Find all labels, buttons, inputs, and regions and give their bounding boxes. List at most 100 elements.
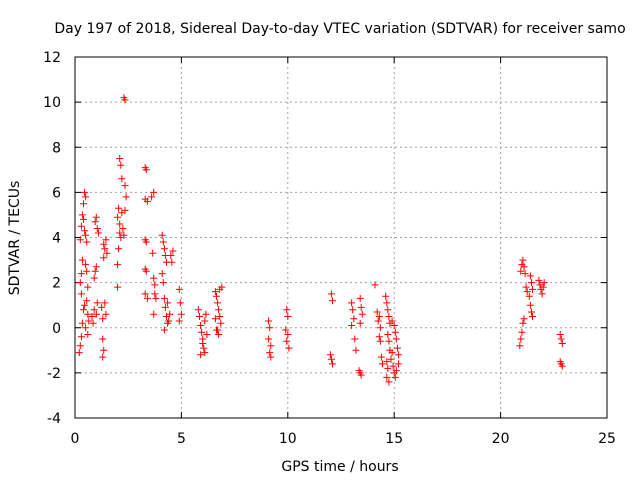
data-point (529, 313, 536, 320)
data-point (523, 288, 531, 296)
data-point (377, 353, 385, 361)
data-point (522, 283, 530, 291)
data-point (92, 263, 100, 271)
data-point (142, 267, 150, 275)
data-point (374, 317, 382, 325)
data-point (175, 285, 183, 293)
data-point (265, 317, 273, 325)
data-point (142, 238, 150, 246)
data-point (148, 193, 156, 201)
chart-title: Day 197 of 2018, Sidereal Day-to-day VTE… (54, 21, 625, 37)
data-point (284, 313, 292, 320)
data-point (103, 249, 111, 257)
data-point (94, 229, 102, 237)
data-point (395, 351, 402, 359)
data-point (100, 240, 108, 248)
x-tick-label: 25 (598, 431, 616, 447)
data-point (327, 355, 335, 363)
data-point (521, 270, 529, 278)
data-point (358, 310, 366, 318)
data-point (526, 272, 534, 280)
data-point (382, 292, 390, 300)
data-point (329, 360, 336, 368)
data-point (200, 344, 208, 352)
data-point (201, 349, 209, 357)
data-point (116, 220, 124, 228)
data-point (350, 315, 358, 323)
y-tick-label: 12 (43, 50, 61, 66)
data-point (165, 317, 173, 325)
data-point (83, 238, 91, 246)
data-point (528, 279, 535, 287)
data-point (119, 225, 127, 232)
data-point (91, 218, 99, 226)
data-point (149, 249, 157, 257)
data-point (101, 245, 109, 253)
data-point (517, 267, 525, 275)
y-tick-label: 6 (52, 185, 61, 201)
data-point (525, 292, 533, 300)
data-point (528, 308, 535, 316)
data-point (215, 331, 223, 338)
data-point (121, 206, 129, 214)
data-point (122, 193, 130, 201)
data-point (159, 279, 167, 287)
data-point (99, 315, 107, 323)
data-point (539, 283, 547, 291)
data-point (151, 281, 159, 289)
data-point (177, 310, 185, 318)
data-point (197, 351, 205, 359)
data-point (211, 288, 219, 296)
data-point (371, 281, 379, 289)
data-point (349, 306, 357, 314)
data-point (327, 290, 335, 298)
data-point (282, 326, 290, 334)
data-point (216, 313, 224, 320)
data-point (76, 342, 84, 350)
data-point (385, 313, 393, 320)
data-point (166, 310, 174, 318)
data-point (389, 362, 397, 370)
data-point (78, 319, 86, 327)
data-point (82, 324, 90, 332)
data-point (89, 319, 97, 327)
data-point (357, 371, 365, 379)
data-point (91, 267, 99, 275)
data-point (395, 360, 402, 368)
data-point (517, 335, 525, 343)
data-point (558, 340, 566, 347)
data-point (357, 303, 365, 311)
data-point (215, 306, 223, 314)
data-points (75, 94, 566, 386)
data-point (169, 247, 177, 255)
data-point (520, 315, 528, 323)
data-point (159, 238, 167, 246)
data-point (352, 346, 360, 354)
data-point (150, 274, 158, 282)
data-point (83, 267, 91, 275)
data-point (356, 319, 364, 327)
x-tick-label: 20 (492, 431, 510, 447)
data-point (383, 299, 391, 307)
data-point (161, 303, 169, 311)
data-point (77, 333, 85, 341)
data-point (92, 310, 100, 318)
data-point (285, 344, 293, 352)
data-point (529, 285, 536, 293)
x-tick-label: 10 (279, 431, 297, 447)
y-axis-label: SDTVAR / TECUs (7, 181, 23, 296)
data-point (385, 337, 393, 345)
data-point (375, 333, 383, 341)
data-point (392, 335, 400, 343)
data-point (326, 351, 334, 359)
data-point (201, 317, 209, 325)
data-point (150, 310, 158, 318)
data-point (92, 213, 100, 221)
x-tick-label: 15 (385, 431, 403, 447)
data-point (84, 331, 92, 338)
data-point (379, 360, 386, 368)
data-point (99, 353, 107, 361)
data-point (82, 193, 90, 201)
